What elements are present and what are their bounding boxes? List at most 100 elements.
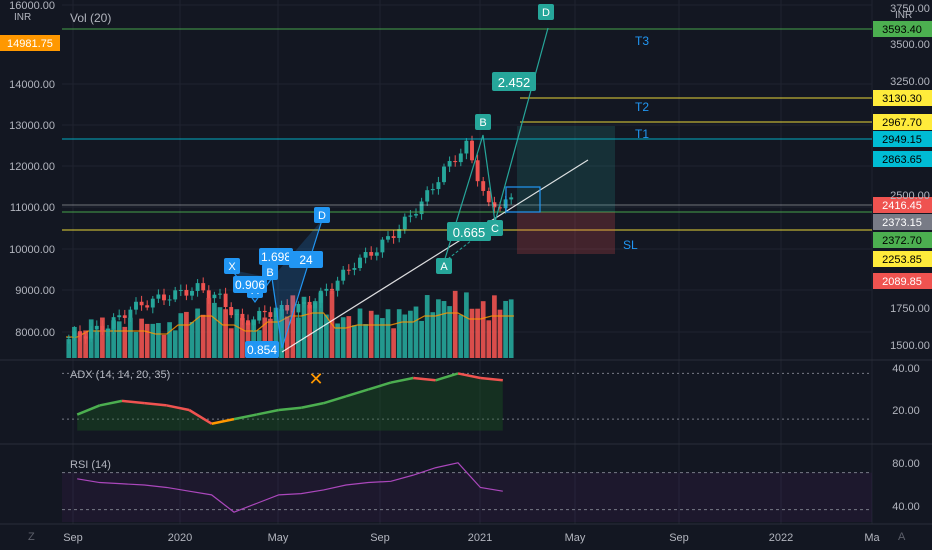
- right-tick-3750.00: 3750.00: [890, 3, 930, 15]
- adx-segment: [278, 406, 302, 412]
- candle-body: [330, 288, 334, 291]
- candle-body: [408, 215, 413, 217]
- volume-bar: [184, 311, 189, 358]
- candle-body: [89, 329, 94, 339]
- candle-body: [173, 290, 178, 300]
- adx-segment: [480, 376, 503, 382]
- rsi-line: [77, 462, 503, 513]
- volume-bar: [72, 326, 77, 358]
- price-badge-bg: [873, 273, 932, 289]
- candle-body: [302, 301, 306, 305]
- volume-bar: [240, 318, 245, 358]
- candle-body: [212, 294, 217, 299]
- volume-bar: [77, 332, 83, 358]
- candle-body: [229, 307, 234, 316]
- pattern2-point-A-bg: [436, 258, 452, 274]
- ratio1-24: 24: [299, 253, 313, 267]
- left-tick-8000.00: 8000.00: [15, 327, 55, 339]
- right-tick-3500.00: 3500.00: [890, 39, 930, 51]
- volume-bar: [402, 314, 408, 358]
- candle-body: [391, 236, 396, 238]
- time-tick-Sep: Sep: [669, 532, 689, 544]
- volume-bar: [178, 313, 184, 358]
- volume-bar: [100, 317, 105, 358]
- left-tick-11000.00: 11000.00: [10, 202, 55, 214]
- candle-body: [150, 298, 155, 308]
- left-tick-14000.00: 14000.00: [9, 79, 55, 91]
- volume-bar: [452, 290, 458, 358]
- adx-segment: [99, 399, 123, 407]
- corner-right[interactable]: A: [898, 531, 906, 543]
- candle-body: [402, 216, 407, 230]
- candle-body: [335, 280, 340, 291]
- left-tick-9000.00: 9000.00: [15, 285, 55, 297]
- adx-segment: [413, 376, 436, 382]
- ratio1-0.854: 0.854: [247, 343, 277, 357]
- pattern2-point-B: B: [479, 117, 486, 129]
- price-badge-bg: [873, 90, 932, 106]
- price-badge-2372.70: 2372.70: [882, 235, 922, 247]
- candle-body: [481, 181, 486, 191]
- ratio2-0.665: 0.665: [453, 225, 486, 240]
- price-badge-2949.15: 2949.15: [882, 134, 922, 146]
- pattern2-ac: [443, 221, 496, 263]
- candle-body: [139, 301, 144, 306]
- pattern1-point-D-bg: [314, 207, 330, 223]
- volume-bar: [458, 314, 464, 358]
- candle-body: [369, 252, 374, 256]
- adx-pane[interactable]: ✕: [62, 369, 872, 431]
- corner-left[interactable]: Z: [28, 531, 35, 543]
- candle-body: [492, 202, 497, 208]
- candle-body: [358, 257, 362, 269]
- candle-body: [386, 236, 390, 240]
- rsi-pane[interactable]: [62, 462, 872, 522]
- volume-bar: [335, 323, 340, 358]
- volume-bar: [150, 323, 156, 358]
- volume-bar: [391, 328, 396, 358]
- candle-body: [464, 140, 469, 154]
- candle-body: [458, 153, 463, 163]
- time-tick-Sep: Sep: [370, 532, 390, 544]
- adx-segment: [188, 408, 213, 425]
- volume-bar: [262, 317, 268, 358]
- volume-bar: [212, 302, 217, 358]
- volume-bar: [296, 317, 301, 358]
- adx-segment: [435, 372, 459, 382]
- volume-bar: [301, 296, 307, 358]
- horizontal-levels[interactable]: T3 T2 T1 SL 3593.40 3130.30 2967.70 2949.15 2863…: [0, 21, 932, 289]
- candle-body: [324, 288, 329, 291]
- volume-bar: [172, 330, 178, 358]
- time-tick-2022: 2022: [769, 532, 793, 544]
- candle-body: [178, 289, 183, 291]
- projection-box: [505, 186, 541, 213]
- volume-bar: [324, 314, 329, 358]
- candle-body: [318, 290, 323, 303]
- candle-body: [380, 239, 385, 253]
- volume-bar: [486, 320, 492, 358]
- right-tick-3250.00: 3250.00: [890, 76, 930, 88]
- volume-bar: [251, 319, 256, 358]
- candlesticks[interactable]: [66, 135, 514, 344]
- right-tick-1750.00: 1750.00: [890, 303, 930, 315]
- volume-bar: [385, 309, 391, 358]
- volume-bar: [83, 330, 88, 358]
- volume-bar: [66, 339, 72, 358]
- candle-body: [363, 252, 368, 258]
- adx-segment: [121, 399, 145, 405]
- target-label-SL: SL: [623, 238, 638, 252]
- adx-area: [77, 373, 503, 431]
- adx-segment: [457, 372, 481, 380]
- volume-bar: [492, 295, 497, 358]
- pattern1-point-B-bg: [262, 264, 278, 280]
- pattern2-point-D-bg: [538, 4, 554, 20]
- volume-bar: [430, 312, 436, 358]
- ratio1-0.854-bg: [245, 341, 279, 358]
- volume-bar: [228, 328, 234, 358]
- rsi-label: RSI (14): [70, 459, 111, 471]
- volume-bar: [273, 307, 279, 358]
- adx-segment: [211, 417, 235, 425]
- volume-bar: [508, 299, 514, 358]
